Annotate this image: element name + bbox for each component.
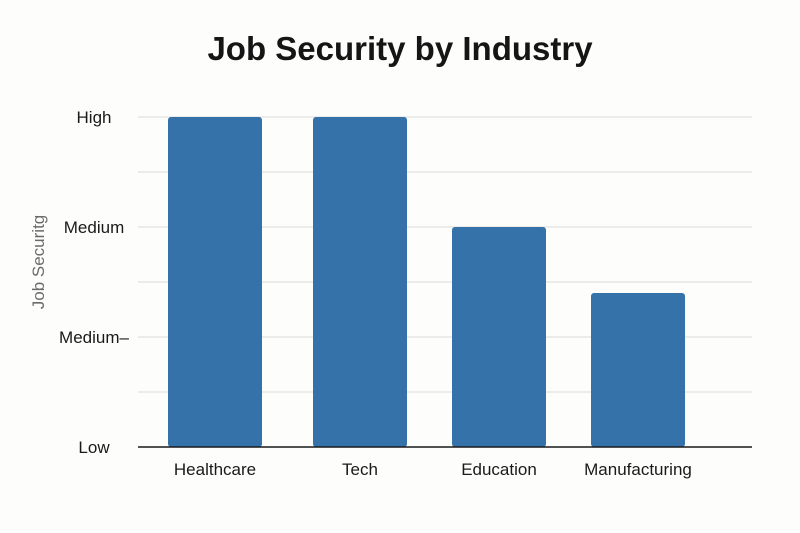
y-tick-label: Medium– [59,328,129,347]
y-tick-labels: Low Medium– Medium High [59,108,129,457]
bar-education [452,227,546,447]
x-tick-label: Manufacturing [584,460,692,479]
x-tick-label: Healthcare [174,460,256,479]
y-tick-label: High [77,108,112,127]
x-tick-labels: Healthcare Tech Education Manufacturing [174,460,692,479]
bars [168,117,685,447]
bar-healthcare [168,117,262,447]
y-tick-label: Medium [64,218,124,237]
bar-manufacturing [591,293,685,447]
x-tick-label: Education [461,460,537,479]
y-tick-label: Low [78,438,110,457]
chart-title: Job Security by Industry [207,30,593,67]
bar-tech [313,117,407,447]
x-tick-label: Tech [342,460,378,479]
